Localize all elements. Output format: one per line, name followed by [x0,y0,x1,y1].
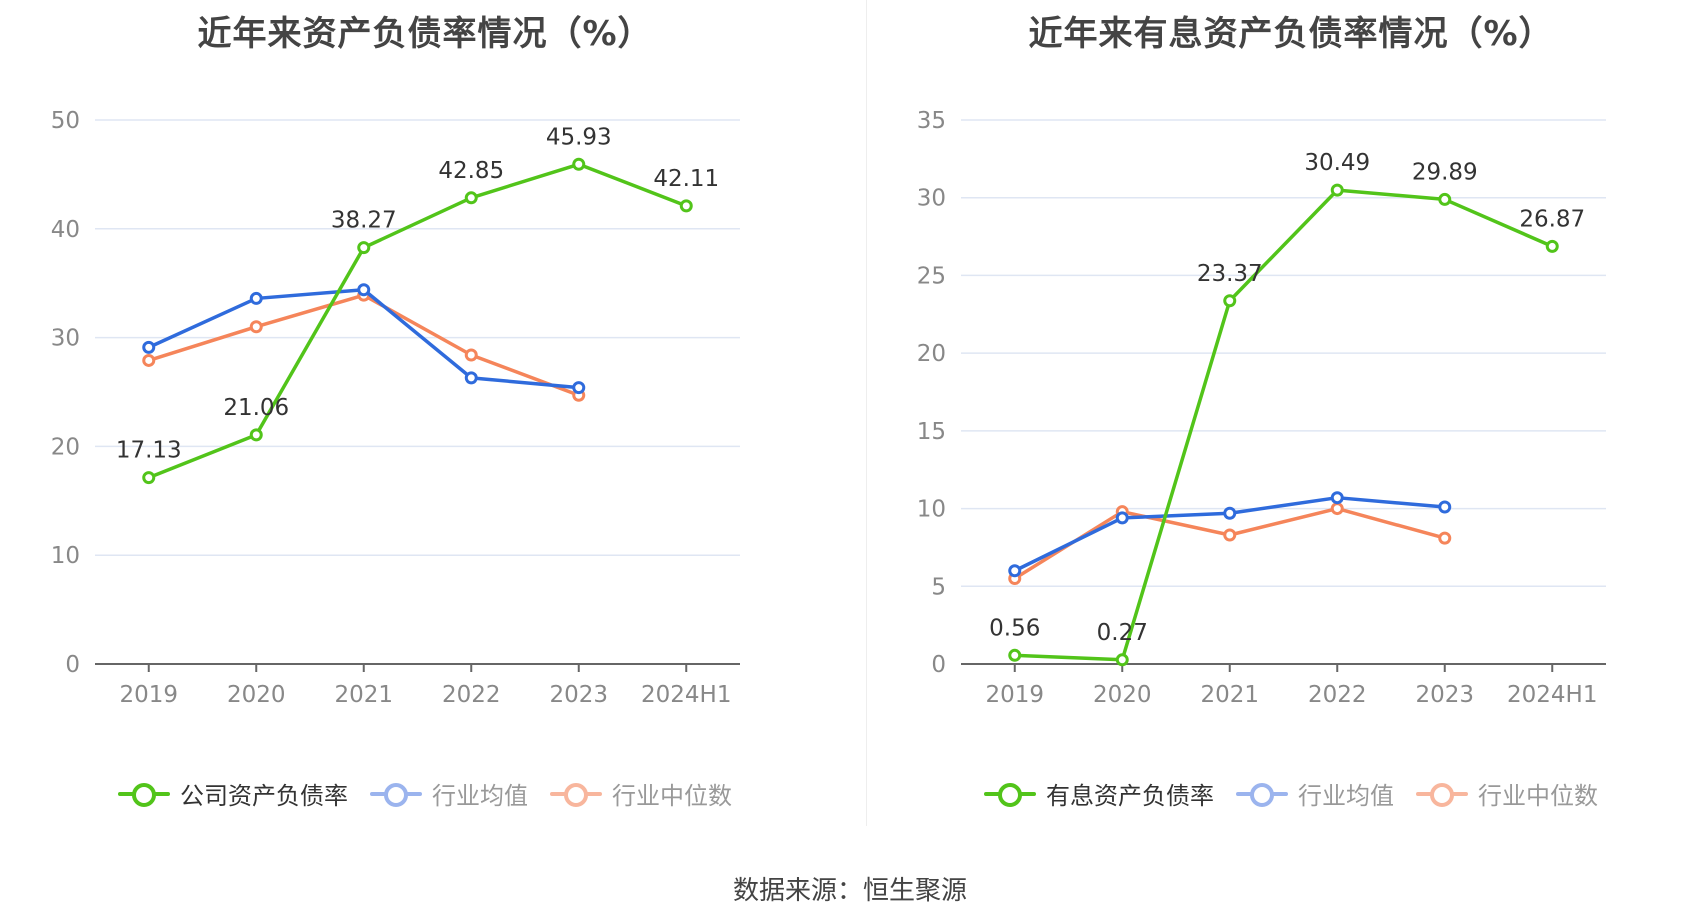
data-label: 29.89 [1412,159,1478,185]
x-tick-label: 2020 [227,682,286,708]
y-tick-label: 30 [51,326,80,352]
y-tick-label: 20 [51,434,80,460]
data-point [464,348,478,362]
x-tick-label: 2024H1 [641,682,731,708]
x-tick-label: 2023 [1415,682,1474,708]
y-tick-label: 0 [931,652,946,678]
legend-label: 行业中位数 [1478,782,1598,810]
data-point [572,157,586,171]
data-point [1438,500,1452,514]
legend-label: 行业均值 [432,782,528,810]
data-point [357,283,371,297]
x-tick-label: 2023 [549,682,608,708]
legend-label: 有息资产负债率 [1046,782,1214,810]
chart-interest-bearing-ratio: 近年来有息资产负债率情况（%） 0 5 10 15 20 25 30 35 2019 2020 20… [866,0,1700,830]
data-label: 21.06 [223,395,289,421]
x-tick-label: 2022 [1308,682,1367,708]
legend-item-company-ratio[interactable]: 公司资产负债率 [118,776,348,811]
data-label: 45.93 [546,124,612,150]
legend-item-interest-ratio[interactable]: 有息资产负债率 [984,776,1214,811]
y-tick-label: 50 [51,108,80,134]
data-source-note: 数据来源：恒生聚源 [732,876,967,906]
y-tick-label: 10 [917,497,946,523]
data-label: 30.49 [1304,150,1370,176]
legend-label: 行业均值 [1298,782,1394,810]
chart-legend: 公司资产负债率 行业均值 行业中位数 [0,776,850,811]
panel-divider [866,0,867,826]
legend-line-marker-icon [984,782,1036,807]
line-chart-plot: 0 5 10 15 20 25 30 35 2019 2020 2021 2022 2023 2024H1… [917,108,1606,708]
data-point [142,471,156,485]
data-label: 0.56 [989,615,1040,641]
data-label: 0.27 [1097,620,1148,646]
data-point [1115,511,1129,525]
data-point [1438,531,1452,545]
data-point [142,353,156,367]
chart-asset-liability-ratio: 近年来资产负债率情况（%） 0 10 20 30 40 50 2019 2020 2021 202… [0,0,850,830]
data-label: 42.85 [438,158,504,184]
series-line [148,162,687,480]
data-point [1115,653,1129,667]
legend-line-marker-icon [118,782,170,807]
legend-item-industry-mean[interactable]: 行业均值 [370,776,528,811]
data-point [1438,192,1452,206]
data-point [1008,564,1022,578]
legend-label: 公司资产负债率 [180,782,348,810]
data-point [1008,648,1022,662]
line-chart-plot: 0 10 20 30 40 50 2019 2020 2021 2022 2023 2024H1 17.… [51,108,740,708]
y-tick-label: 35 [917,108,946,134]
y-tick-label: 10 [51,543,80,569]
data-point [357,241,371,255]
data-label: 23.37 [1197,261,1263,287]
legend-line-marker-icon [1236,782,1288,807]
data-label: 17.13 [116,438,182,464]
chart-legend: 有息资产负债率 行业均值 行业中位数 [866,776,1700,811]
x-tick-label: 2019 [985,682,1044,708]
legend-line-marker-icon [1416,782,1468,807]
data-point [572,381,586,395]
legend-line-marker-icon [370,782,422,807]
data-point [464,191,478,205]
data-point [249,428,263,442]
x-tick-label: 2021 [334,682,393,708]
legend-item-industry-median[interactable]: 行业中位数 [1416,776,1598,811]
data-point [1223,294,1237,308]
data-point [679,199,693,213]
y-tick-label: 5 [931,574,946,600]
y-tick-label: 20 [917,341,946,367]
data-point [1545,239,1559,253]
x-tick-label: 2024H1 [1507,682,1597,708]
legend-item-industry-mean[interactable]: 行业均值 [1236,776,1394,811]
x-tick-label: 2019 [119,682,178,708]
x-tick-label: 2022 [442,682,501,708]
data-point [1223,528,1237,542]
data-point [1330,502,1344,516]
data-point [1223,506,1237,520]
x-tick-label: 2021 [1200,682,1259,708]
y-tick-label: 40 [51,217,80,243]
legend-item-industry-median[interactable]: 行业中位数 [550,776,732,811]
series-line [1014,188,1553,662]
data-point [249,291,263,305]
y-tick-label: 15 [917,419,946,445]
chart-title: 近年来资产负债率情况（%） [197,14,653,54]
y-tick-label: 25 [917,263,946,289]
data-label: 26.87 [1519,206,1585,232]
data-point [142,340,156,354]
data-point [1330,491,1344,505]
legend-line-marker-icon [550,782,602,807]
data-label: 42.11 [653,166,719,192]
y-tick-label: 30 [917,186,946,212]
legend-label: 行业中位数 [612,782,732,810]
data-point [249,320,263,334]
chart-title: 近年来有息资产负债率情况（%） [1028,14,1554,54]
x-tick-label: 2020 [1093,682,1152,708]
data-point [1330,183,1344,197]
y-tick-label: 0 [65,652,80,678]
data-label: 38.27 [331,208,397,234]
data-point [464,371,478,385]
